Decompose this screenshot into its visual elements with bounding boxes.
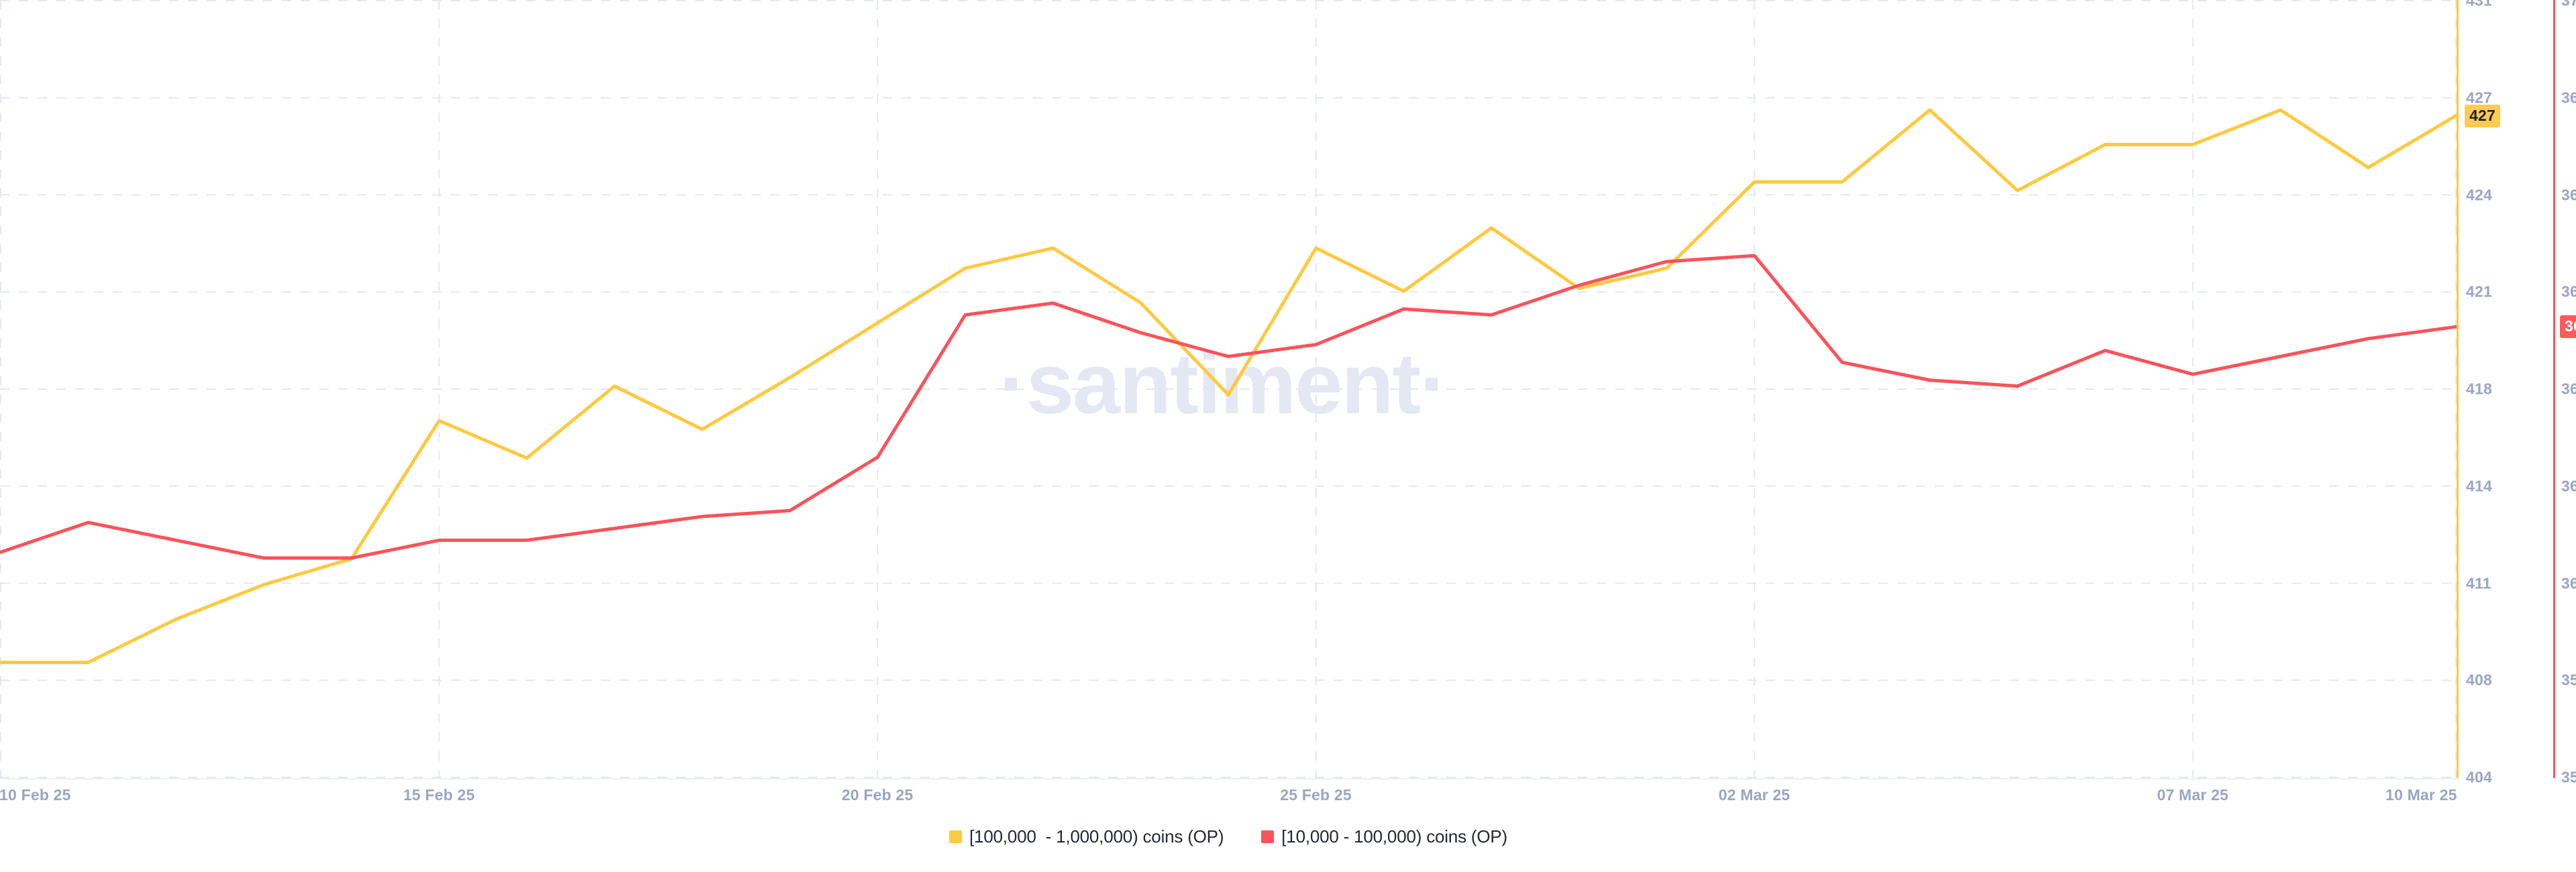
y-axis-right-tick-label: 3704: [2561, 0, 2576, 9]
y-axis-left-tick-label: 427: [2466, 89, 2492, 107]
y-axis-left-rail: [2457, 0, 2459, 778]
y-axis-left-tick-label: 421: [2466, 282, 2492, 301]
x-axis-tick-label: 20 Feb 25: [841, 786, 914, 804]
y-axis-left-tick-label: 424: [2466, 186, 2492, 203]
y-axis-left-tick-label: 418: [2466, 380, 2492, 398]
series-line-yellow[interactable]: [1, 110, 2456, 662]
grid-layer: [0, 0, 2457, 778]
y-axis-right-tick-label: 3573: [2561, 768, 2576, 786]
legend-swatch-red: [1261, 830, 1275, 843]
watermark-text: ·santiment·: [999, 335, 1448, 432]
y-axis-right-tick-label: 3671: [2561, 186, 2576, 203]
chart-plot-area: ·santiment·: [0, 0, 2457, 778]
y-axis-left-tick-label: 408: [2466, 671, 2492, 689]
current-value-badge-red: 3654: [2560, 315, 2576, 339]
x-axis-tick-label: 25 Feb 25: [1280, 786, 1352, 804]
watermark: ·santiment·: [999, 335, 1448, 432]
series-line-red[interactable]: [1, 256, 2456, 558]
legend-swatch-yellow: [949, 830, 962, 843]
legend-item-label: [100,000 - 1,000,000) coins (OP): [969, 826, 1224, 847]
y-axis-left-tick-label: 411: [2466, 574, 2491, 592]
y-axis-right-tick-label: 3688: [2561, 89, 2576, 107]
series-layer: [0, 0, 2457, 778]
legend-item-red[interactable]: [10,000 - 100,000) coins (OP): [1261, 826, 1507, 847]
y-axis-right-tick-label: 3622: [2561, 477, 2576, 495]
x-axis-line: [0, 778, 2457, 779]
legend-item-yellow[interactable]: [100,000 - 1,000,000) coins (OP): [949, 826, 1224, 847]
current-value-badge-yellow: 427: [2465, 104, 2500, 127]
y-axis-right-tick-label: 3639: [2561, 380, 2576, 398]
x-axis-tick-label: 10 Feb 25: [0, 786, 71, 804]
x-axis-tick-label: 15 Feb 25: [403, 786, 475, 804]
y-axis-left-tick-label: 404: [2466, 768, 2492, 786]
chart-legend: [100,000 - 1,000,000) coins (OP) [10,000 …: [0, 826, 2457, 847]
x-axis-tick-label: 10 Mar 25: [2385, 786, 2457, 804]
x-axis-tick-label: 02 Mar 25: [1718, 786, 1790, 804]
legend-item-label: [10,000 - 100,000) coins (OP): [1281, 826, 1508, 847]
y-axis-left-tick-label: 414: [2466, 477, 2492, 495]
x-axis-tick-label: 07 Mar 25: [2157, 786, 2229, 804]
y-axis-right-tick-label: 3590: [2561, 671, 2576, 689]
y-axis-right-rail: [2553, 0, 2555, 778]
y-axis-left-tick-label: 431: [2466, 0, 2492, 9]
y-axis-right-tick-label: 3655: [2561, 282, 2576, 301]
y-axis-right-tick-label: 3606: [2561, 574, 2576, 592]
